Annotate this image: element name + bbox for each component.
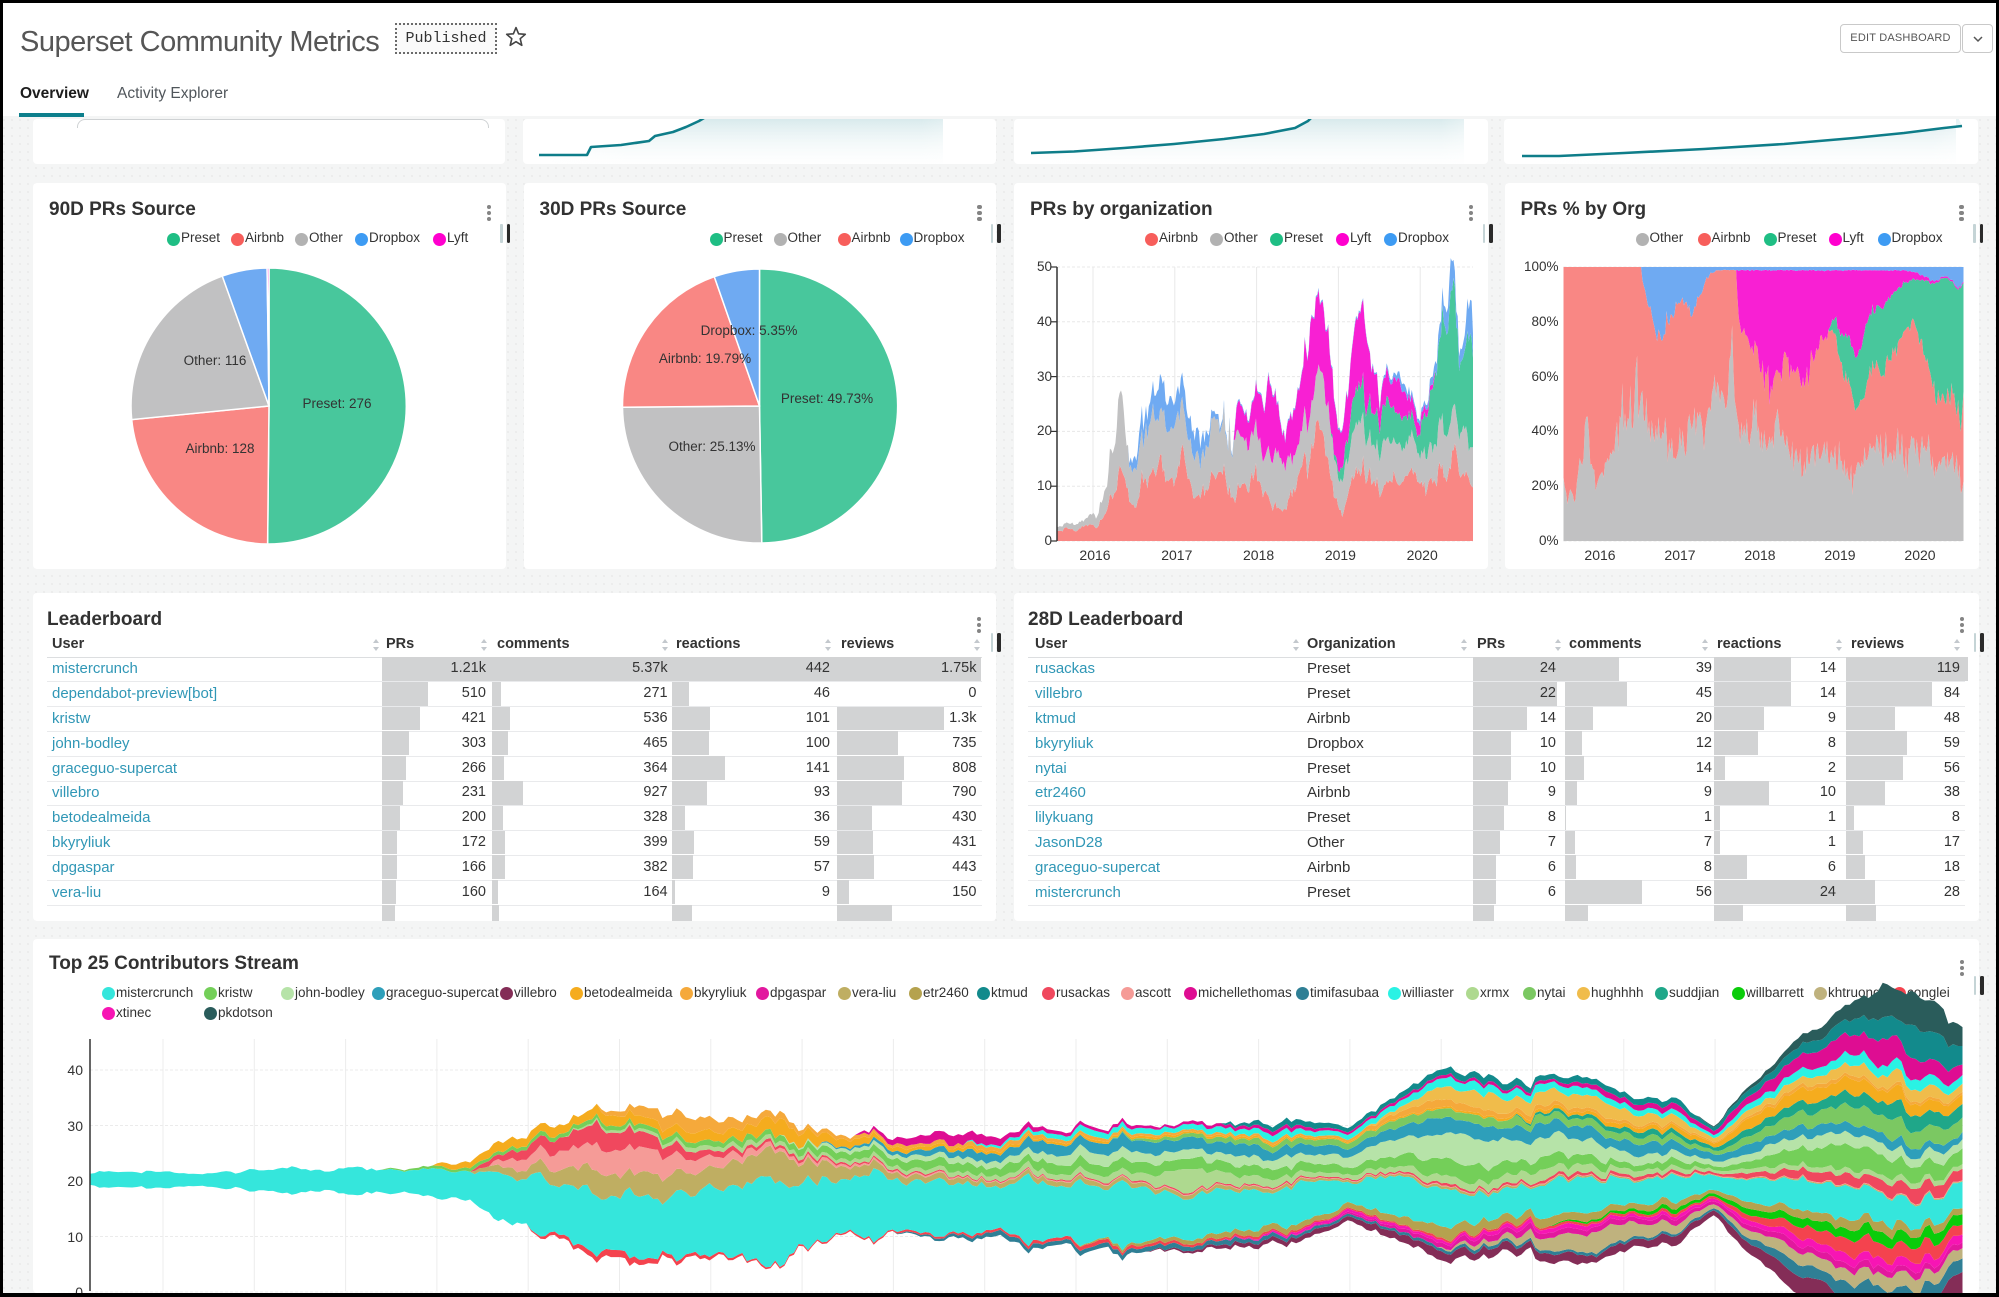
svg-text:Airbnb: 19.79%: Airbnb: 19.79% <box>658 351 750 366</box>
svg-text:Airbnb: 128: Airbnb: 128 <box>185 441 254 456</box>
svg-text:Dropbox: 5.35%: Dropbox: 5.35% <box>700 323 797 338</box>
svg-text:Other: 116: Other: 116 <box>184 353 247 368</box>
svg-text:Other: 25.13%: Other: 25.13% <box>668 439 755 454</box>
svg-text:Preset: 276: Preset: 276 <box>302 396 371 411</box>
svg-text:Preset: 49.73%: Preset: 49.73% <box>780 391 872 406</box>
